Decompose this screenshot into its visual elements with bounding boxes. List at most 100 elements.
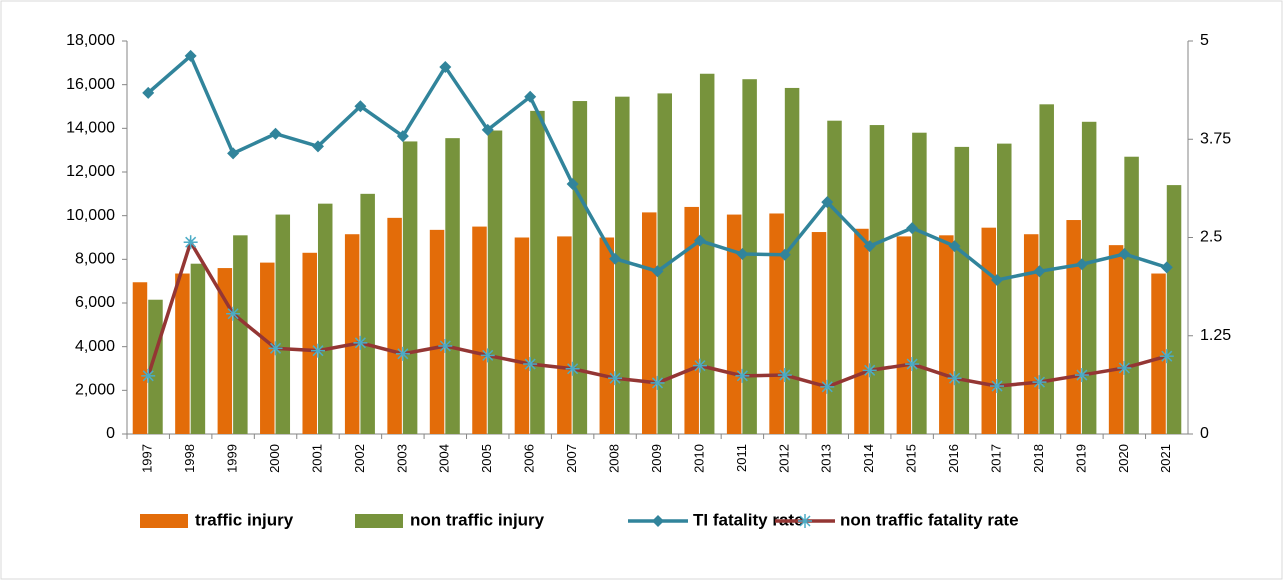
marker-stroke — [1118, 362, 1130, 374]
marker — [184, 49, 197, 62]
marker — [1074, 368, 1089, 383]
x-tick-label: 1999 — [225, 444, 240, 473]
marker-stroke — [524, 358, 536, 370]
y-tick-label: 0 — [106, 425, 115, 442]
x-tick-label: 2010 — [691, 444, 706, 473]
bar — [275, 214, 291, 434]
x-tick-label: 2018 — [1031, 444, 1046, 473]
bar — [811, 232, 827, 434]
x-tick-label: 2020 — [1116, 444, 1131, 473]
marker — [736, 248, 749, 261]
bar — [190, 263, 206, 434]
bar — [827, 120, 842, 435]
marker — [735, 368, 750, 383]
x-tick-label: 2003 — [394, 444, 409, 473]
marker-stroke — [397, 348, 409, 360]
marker — [777, 368, 792, 383]
marker-stroke — [270, 342, 282, 354]
marker-stroke — [821, 381, 833, 393]
bar — [487, 130, 503, 434]
bar — [896, 236, 912, 434]
y-tick-label: 16,000 — [66, 76, 115, 93]
x-tick-label: 2019 — [1073, 444, 1088, 473]
marker — [1117, 360, 1132, 375]
bar — [615, 96, 630, 435]
marker — [1032, 375, 1047, 390]
x-tick-label: 2004 — [437, 444, 452, 473]
x-tick-label: 2002 — [352, 444, 367, 473]
marker — [863, 240, 876, 253]
marker — [481, 123, 494, 136]
marker-stroke — [799, 515, 811, 527]
x-tick-label: 2001 — [309, 444, 324, 473]
bar — [854, 228, 869, 434]
y-tick-label: 18,000 — [66, 32, 115, 49]
marker — [269, 127, 282, 140]
marker-stroke — [1076, 369, 1088, 381]
x-tick-label: 2012 — [776, 444, 791, 473]
marker — [226, 306, 241, 321]
marker — [227, 147, 240, 160]
legend-label: traffic injury — [195, 510, 294, 529]
marker — [821, 196, 834, 209]
bar — [912, 132, 927, 434]
x-tick-label: 1998 — [182, 444, 197, 473]
legend-label: non traffic fatality rate — [840, 510, 1019, 529]
bar — [175, 273, 190, 434]
bar — [742, 79, 757, 434]
marker — [311, 140, 324, 153]
marker — [524, 90, 537, 103]
marker — [651, 265, 664, 278]
x-tick-label: 1997 — [140, 444, 155, 473]
bar — [472, 226, 487, 434]
bar — [1124, 156, 1139, 434]
bar — [599, 237, 615, 434]
x-tick-label: 2007 — [564, 444, 579, 473]
x-tick-label: 2017 — [988, 444, 1003, 473]
bar — [784, 87, 800, 435]
legend-swatch — [355, 514, 403, 528]
marker — [608, 371, 623, 386]
bar — [981, 227, 997, 434]
marker-stroke — [779, 369, 791, 381]
bar — [148, 299, 163, 434]
marker — [183, 235, 198, 250]
x-tick-label: 2016 — [946, 444, 961, 473]
bar — [344, 234, 360, 434]
marker-stroke — [439, 340, 451, 352]
marker-stroke — [567, 363, 579, 375]
y2-tick-label: 0 — [1200, 425, 1209, 442]
marker — [798, 514, 812, 528]
marker — [566, 178, 579, 191]
bar — [429, 229, 445, 434]
y2-tick-label: 1.25 — [1200, 327, 1231, 344]
marker — [991, 273, 1004, 286]
x-tick-label: 2011 — [734, 444, 749, 472]
y-tick-label: 4,000 — [75, 338, 115, 355]
bar — [572, 101, 588, 435]
y-tick-label: 14,000 — [66, 120, 115, 137]
bar — [769, 213, 784, 434]
bar — [642, 212, 657, 434]
legend-swatch — [140, 514, 188, 528]
marker-stroke — [482, 349, 494, 361]
marker — [862, 363, 877, 378]
marker-stroke — [1161, 350, 1173, 362]
x-tick-label: 2021 — [1158, 444, 1173, 473]
bar — [402, 141, 418, 434]
marker — [905, 357, 920, 372]
marker-stroke — [609, 372, 621, 384]
bar — [360, 193, 375, 434]
marker-stroke — [651, 377, 664, 389]
marker-stroke — [736, 370, 748, 382]
bar — [557, 236, 572, 434]
marker — [906, 222, 919, 235]
bar — [317, 203, 333, 434]
bar — [1066, 220, 1081, 434]
bar — [1081, 121, 1097, 435]
marker — [947, 371, 962, 386]
y-tick-label: 2,000 — [75, 382, 115, 399]
bar — [260, 262, 275, 434]
marker — [480, 348, 495, 363]
marker-stroke — [142, 370, 154, 382]
